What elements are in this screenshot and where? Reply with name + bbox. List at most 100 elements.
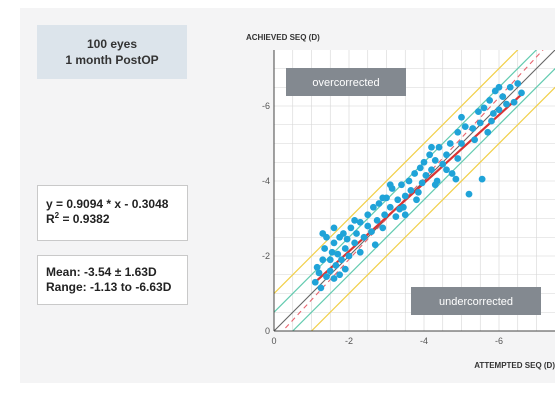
- y-tick-label: -4: [262, 176, 270, 186]
- tolerance-line-upper: [291, 67, 555, 331]
- data-point: [422, 171, 430, 179]
- r-squared-exponent: 2: [54, 211, 60, 220]
- data-point: [334, 250, 342, 258]
- r-squared-value: = 0.9382: [59, 212, 110, 226]
- data-point: [328, 248, 336, 256]
- regression-line: [314, 93, 523, 283]
- x-tick-label: 0: [271, 336, 276, 346]
- data-point: [506, 83, 514, 91]
- data-point: [469, 125, 477, 132]
- data-point: [413, 196, 420, 204]
- data-point: [454, 155, 462, 162]
- data-point: [351, 216, 359, 224]
- data-point: [315, 269, 323, 277]
- data-point: [510, 98, 518, 106]
- data-point: [489, 110, 497, 117]
- data-point: [356, 248, 364, 256]
- dashed-reference-line: [281, 50, 544, 331]
- data-point: [518, 89, 525, 97]
- regression-equation: y = 0.9094 * x - 0.3048: [46, 197, 169, 211]
- data-point: [319, 256, 327, 264]
- data-point: [461, 123, 469, 131]
- data-points: [311, 80, 525, 292]
- data-point: [458, 113, 465, 121]
- data-point: [332, 261, 340, 269]
- data-point: [443, 151, 450, 159]
- data-point: [465, 190, 473, 198]
- data-point: [435, 143, 443, 151]
- regression-box: y = 0.9094 * x - 0.3048 R2 = 0.9382: [37, 185, 188, 241]
- data-point: [458, 140, 465, 147]
- axes: 0 -2 -4 -6 0 -2 -4 -6: [262, 50, 555, 346]
- x-tick-label: -4: [420, 336, 428, 346]
- data-point: [431, 156, 439, 164]
- data-point: [443, 166, 450, 174]
- data-point: [351, 239, 359, 247]
- r-squared-label: R: [46, 212, 55, 226]
- x-tick-label: -6: [495, 336, 503, 346]
- data-point: [394, 196, 402, 204]
- data-point: [386, 181, 394, 189]
- data-point: [386, 203, 394, 211]
- data-point: [476, 119, 484, 127]
- data-point: [420, 158, 428, 166]
- reference-lines: [274, 50, 555, 331]
- data-point: [321, 245, 329, 252]
- data-point: [495, 106, 503, 114]
- cohort-count: 100 eyes: [86, 37, 138, 51]
- data-point: [364, 211, 372, 219]
- data-point: [414, 188, 422, 196]
- data-point: [495, 83, 503, 91]
- data-point: [371, 241, 379, 249]
- data-point: [488, 117, 495, 125]
- x-tick-label: -2: [345, 336, 353, 346]
- data-point: [416, 164, 424, 172]
- data-point: [452, 175, 460, 183]
- data-point: [428, 143, 435, 151]
- y-tick-label: -2: [262, 251, 270, 261]
- data-point: [343, 235, 351, 243]
- overcorrected-label: overcorrected: [312, 77, 379, 89]
- data-point: [480, 104, 488, 112]
- data-point: [401, 211, 409, 219]
- data-point: [364, 222, 372, 230]
- data-point: [486, 96, 494, 104]
- data-point: [484, 128, 492, 136]
- y-axis-title: ACHIEVED SEQ (D): [246, 33, 320, 42]
- data-point: [418, 179, 426, 187]
- tolerance-line-lower: [274, 50, 538, 314]
- data-point: [356, 218, 364, 226]
- data-point: [326, 256, 334, 264]
- data-point: [330, 224, 338, 232]
- data-point: [368, 228, 375, 236]
- data-point: [339, 230, 347, 237]
- data-point: [379, 224, 387, 232]
- y-tick-label: 0: [265, 326, 270, 336]
- data-point: [330, 275, 338, 282]
- data-point: [398, 181, 405, 189]
- data-point: [323, 273, 330, 281]
- data-point: [514, 80, 522, 87]
- data-point: [369, 203, 377, 211]
- region-labels: overcorrected undercorrected: [286, 68, 541, 315]
- summary-box: Mean: -3.54 ± 1.63D Range: -1.13 to -6.6…: [37, 255, 188, 305]
- data-point: [360, 233, 368, 241]
- data-point: [426, 151, 434, 159]
- data-point: [317, 284, 325, 292]
- data-point: [454, 128, 462, 136]
- data-point: [379, 194, 387, 202]
- cohort-info-box: 100 eyes 1 month PostOP: [37, 25, 187, 79]
- data-point: [330, 239, 338, 247]
- data-point: [313, 263, 321, 271]
- data-point: [345, 252, 353, 260]
- data-point: [326, 267, 334, 275]
- overcorrected-label-bg: [286, 68, 406, 96]
- data-point: [341, 245, 349, 252]
- data-point: [336, 271, 344, 279]
- mean-value: Mean: -3.54 ± 1.63D: [46, 265, 157, 279]
- data-point: [392, 213, 400, 221]
- data-point: [375, 200, 383, 207]
- r-squared: R2 = 0.9382: [46, 212, 179, 227]
- data-point: [405, 177, 413, 185]
